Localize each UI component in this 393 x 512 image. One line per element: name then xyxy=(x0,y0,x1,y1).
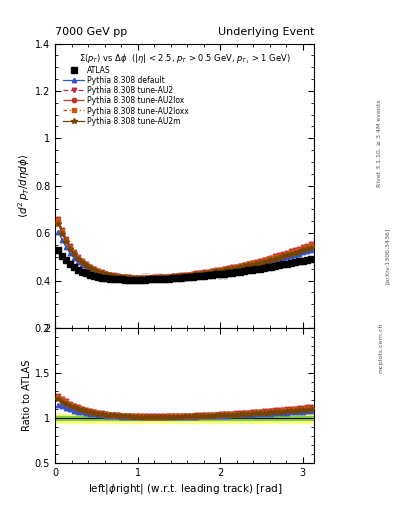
Pythia 8.308 tune-AU2m xyxy=(309,244,313,250)
Line: Pythia 8.308 tune-AU2m: Pythia 8.308 tune-AU2m xyxy=(55,221,314,281)
Text: Rivet 3.1.10, ≥ 3.4M events: Rivet 3.1.10, ≥ 3.4M events xyxy=(377,99,382,187)
Pythia 8.308 default xyxy=(56,228,61,234)
ATLAS xyxy=(309,255,313,262)
ATLAS xyxy=(56,247,61,253)
Text: 7000 GeV pp: 7000 GeV pp xyxy=(55,27,127,37)
Text: mcplots.cern.ch: mcplots.cern.ch xyxy=(379,323,384,373)
Pythia 8.308 tune-AU2 xyxy=(167,273,171,280)
Pythia 8.308 tune-AU2lox xyxy=(301,245,305,251)
Pythia 8.308 tune-AU2m xyxy=(190,271,195,278)
Pythia 8.308 tune-AU2m xyxy=(277,254,282,261)
Pythia 8.308 tune-AU2 xyxy=(190,271,195,277)
Pythia 8.308 tune-AU2lox xyxy=(167,273,171,280)
ATLAS xyxy=(301,258,305,264)
Pythia 8.308 tune-AU2lox xyxy=(190,271,195,278)
Pythia 8.308 tune-AU2lox xyxy=(131,274,136,281)
Pythia 8.308 tune-AU2lox xyxy=(277,253,282,259)
ATLAS xyxy=(135,276,140,283)
Pythia 8.308 tune-AU2loxx xyxy=(190,271,195,278)
Pythia 8.308 tune-AU2m xyxy=(139,275,143,281)
Pythia 8.308 tune-AU2lox xyxy=(139,275,143,281)
Pythia 8.308 tune-AU2loxx xyxy=(131,274,136,281)
Pythia 8.308 tune-AU2loxx xyxy=(309,242,313,248)
Pythia 8.308 tune-AU2lox xyxy=(56,219,61,225)
Pythia 8.308 tune-AU2m xyxy=(301,247,305,253)
Text: ATLAS_2010_S8894728: ATLAS_2010_S8894728 xyxy=(140,272,229,281)
Pythia 8.308 tune-AU2 xyxy=(277,252,282,259)
Pythia 8.308 tune-AU2m xyxy=(115,273,120,280)
Pythia 8.308 tune-AU2 xyxy=(301,244,305,250)
Text: [arXiv:1306.3436]: [arXiv:1306.3436] xyxy=(385,228,389,284)
Bar xyxy=(55,414,314,423)
ATLAS xyxy=(115,276,120,282)
Pythia 8.308 tune-AU2lox xyxy=(309,242,313,248)
Pythia 8.308 tune-AU2 xyxy=(115,273,120,279)
Pythia 8.308 tune-AU2loxx xyxy=(301,245,305,251)
Pythia 8.308 default xyxy=(131,275,136,282)
Text: $\Sigma(p_T)$ vs $\Delta\phi$  ($|\eta|$ < 2.5, $p_T$ > 0.5 GeV, $p_{T_1}$ > 1 G: $\Sigma(p_T)$ vs $\Delta\phi$ ($|\eta|$ … xyxy=(79,52,290,66)
Bar xyxy=(55,416,314,420)
Pythia 8.308 tune-AU2loxx xyxy=(277,253,282,259)
Pythia 8.308 default xyxy=(167,274,171,281)
Line: ATLAS: ATLAS xyxy=(56,248,314,282)
Pythia 8.308 tune-AU2loxx xyxy=(115,273,120,280)
Pythia 8.308 tune-AU2 xyxy=(139,274,143,281)
X-axis label: left$|\phi$right$|$ (w.r.t. leading track) [rad]: left$|\phi$right$|$ (w.r.t. leading trac… xyxy=(88,482,282,497)
ATLAS xyxy=(131,276,136,283)
Pythia 8.308 tune-AU2 xyxy=(131,274,136,281)
ATLAS xyxy=(190,274,195,280)
Line: Pythia 8.308 tune-AU2lox: Pythia 8.308 tune-AU2lox xyxy=(56,219,313,280)
Pythia 8.308 tune-AU2loxx xyxy=(167,273,171,280)
Y-axis label: Ratio to ATLAS: Ratio to ATLAS xyxy=(22,360,32,431)
Line: Pythia 8.308 tune-AU2: Pythia 8.308 tune-AU2 xyxy=(56,217,313,280)
Pythia 8.308 tune-AU2m xyxy=(56,221,61,227)
ATLAS xyxy=(277,262,282,268)
Pythia 8.308 tune-AU2m xyxy=(131,275,136,281)
Pythia 8.308 tune-AU2m xyxy=(167,274,171,280)
Line: Pythia 8.308 tune-AU2loxx: Pythia 8.308 tune-AU2loxx xyxy=(56,218,313,280)
Pythia 8.308 default xyxy=(115,274,120,281)
Line: Pythia 8.308 default: Pythia 8.308 default xyxy=(56,229,313,281)
Pythia 8.308 tune-AU2loxx xyxy=(139,275,143,281)
Pythia 8.308 tune-AU2lox xyxy=(115,273,120,280)
ATLAS xyxy=(167,275,171,282)
Pythia 8.308 tune-AU2loxx xyxy=(56,218,61,224)
Y-axis label: $\langle d^2\,p_T/d\eta d\phi\rangle$: $\langle d^2\,p_T/d\eta d\phi\rangle$ xyxy=(16,154,32,218)
Pythia 8.308 default xyxy=(309,247,313,253)
Pythia 8.308 default xyxy=(277,256,282,262)
Pythia 8.308 default xyxy=(301,249,305,255)
Text: Underlying Event: Underlying Event xyxy=(218,27,314,37)
Pythia 8.308 default xyxy=(139,275,143,282)
Pythia 8.308 default xyxy=(190,272,195,278)
Pythia 8.308 tune-AU2 xyxy=(56,216,61,222)
Pythia 8.308 tune-AU2 xyxy=(309,241,313,247)
Legend: ATLAS, Pythia 8.308 default, Pythia 8.308 tune-AU2, Pythia 8.308 tune-AU2lox, Py: ATLAS, Pythia 8.308 default, Pythia 8.30… xyxy=(61,65,191,127)
